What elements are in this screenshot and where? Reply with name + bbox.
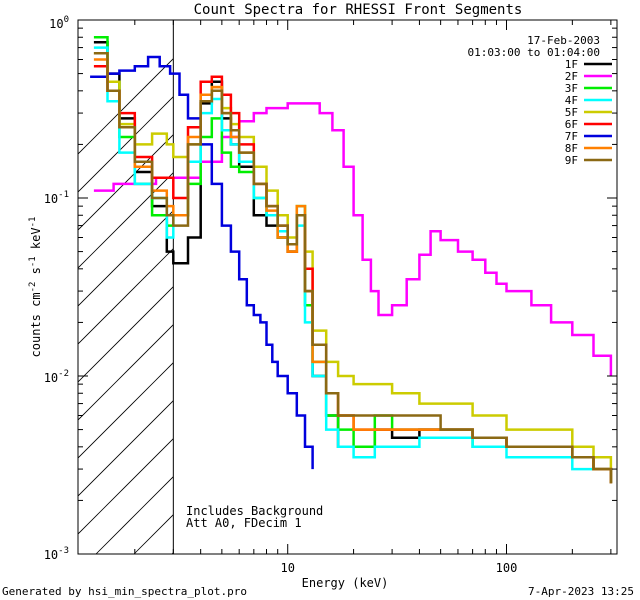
legend-label-4f: 4F (565, 94, 578, 107)
x-tick-label-100: 100 (496, 561, 518, 575)
legend-label-7f: 7F (565, 130, 578, 143)
x-tick-label-10: 10 (280, 561, 294, 575)
hatch-line (78, 172, 174, 269)
y-tick-label-0: 100 (49, 15, 69, 31)
hatch-line (248, 0, 640, 554)
observation-time-range: 01:03:00 to 01:04:00 (468, 46, 600, 59)
footer-generator: Generated by hsi_min_spectra_plot.pro (2, 585, 247, 598)
low-energy-shaded-region (78, 0, 640, 554)
y-tick-label-2: 10-2 (44, 369, 69, 385)
hatch-line (362, 0, 640, 554)
hatch-line (78, 286, 174, 383)
y-axis-label: counts cm-2 s-1 keV-1 (28, 217, 43, 358)
plot-frame (77, 19, 618, 555)
y-tick-label-3: 10-3 (44, 546, 69, 562)
hatch-line (400, 0, 640, 554)
legend-label-1f: 1F (565, 58, 578, 71)
legend-label-5f: 5F (565, 106, 578, 119)
hatch-line (78, 134, 174, 231)
legend-label-3f: 3F (565, 82, 578, 95)
series-9f-line (93, 52, 613, 484)
series-7f-line (90, 55, 314, 470)
hatch-line (476, 0, 640, 554)
legend-label-6f: 6F (565, 118, 578, 131)
hatch-line (95, 476, 174, 554)
legend-label-9f: 9F (565, 154, 578, 167)
hatch-line (78, 248, 174, 345)
observation-date: 17-Feb-2003 (527, 34, 600, 47)
hatch-line (78, 324, 174, 421)
series-5f-line (93, 52, 613, 470)
hatch-line (628, 0, 640, 554)
hatch-line (78, 210, 174, 307)
x-axis-label: Energy (keV) (302, 576, 389, 590)
hatch-line (286, 0, 640, 554)
hatch-line (78, 400, 174, 497)
attenuator-note: Att A0, FDecim 1 (186, 516, 302, 530)
y-tick-label-1: 10-1 (44, 190, 69, 206)
hatch-line (78, 362, 174, 459)
legend-label-2f: 2F (565, 70, 578, 83)
chart-title: Count Spectra for RHESSI Front Segments (194, 2, 523, 18)
background-note: Includes Background (186, 504, 323, 518)
footer-timestamp: 7-Apr-2023 13:25 (528, 585, 634, 598)
legend-label-8f: 8F (565, 142, 578, 155)
series-8f-line (93, 58, 613, 484)
hatch-line (78, 438, 174, 535)
hatch-line (590, 0, 640, 554)
hatch-line (78, 58, 174, 155)
